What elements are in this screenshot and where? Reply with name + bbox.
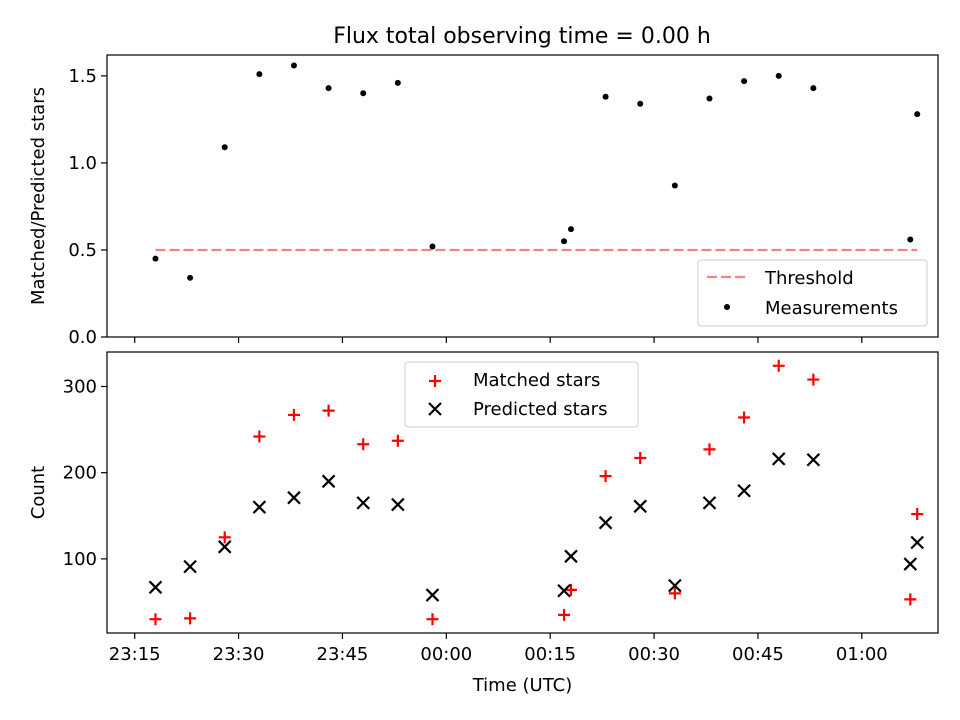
legend-matched-swatch	[429, 375, 441, 387]
legend-label: Predicted stars	[473, 399, 607, 420]
data-point	[356, 496, 371, 510]
data-point	[914, 111, 921, 118]
data-point	[183, 559, 197, 574]
data-point	[221, 144, 228, 151]
data-point	[703, 443, 716, 456]
data-point	[217, 540, 232, 554]
data-point	[598, 515, 613, 530]
data-point	[391, 497, 405, 512]
plot-frame	[106, 54, 939, 338]
y-axis-label: Matched/Predicted stars	[28, 87, 49, 305]
data-point	[184, 612, 197, 625]
y-tick-label: 300	[63, 376, 97, 397]
data-point	[775, 72, 782, 79]
legend-label: Matched stars	[473, 370, 600, 391]
data-point	[325, 85, 332, 92]
data-point	[633, 499, 648, 514]
y-axis-label: Count	[28, 466, 49, 519]
x-tick-label: 23:45	[317, 644, 369, 665]
data-point	[907, 236, 914, 243]
x-tick-label: 23:30	[213, 644, 265, 665]
series-matched-stars	[149, 359, 924, 626]
data-point	[771, 452, 786, 466]
data-point	[558, 608, 571, 621]
x-tick-label: 00:30	[628, 644, 680, 665]
legend: Threshold Measurements	[697, 259, 928, 327]
legend-box	[697, 259, 928, 327]
data-point	[564, 549, 578, 564]
data-point	[564, 583, 577, 596]
data-point	[561, 238, 568, 245]
data-point	[290, 62, 297, 69]
legend-box	[404, 361, 639, 428]
data-point	[256, 71, 263, 78]
legend-label: Measurements	[765, 298, 898, 319]
data-point	[772, 359, 785, 372]
data-point	[357, 438, 370, 451]
y-tick-label: 1.0	[68, 153, 97, 174]
data-point	[253, 430, 266, 443]
y-tick-label: 100	[63, 549, 97, 570]
data-point	[903, 557, 918, 571]
legend-predicted-swatch	[428, 402, 442, 416]
data-point	[741, 78, 748, 85]
data-point	[148, 580, 163, 595]
data-point	[910, 535, 925, 550]
x-tick-label: 00:15	[524, 644, 576, 665]
chart-title: Flux total observing time = 0.00 h	[333, 24, 711, 49]
data-point	[391, 434, 404, 447]
data-point	[287, 490, 301, 505]
data-point	[668, 578, 682, 593]
data-point	[394, 79, 401, 86]
data-point	[807, 373, 820, 386]
x-tick-label: 23:15	[109, 644, 161, 665]
data-point	[702, 496, 717, 510]
data-point	[671, 182, 678, 189]
data-point	[218, 531, 231, 544]
data-point	[602, 93, 609, 100]
data-point	[360, 90, 367, 97]
data-point	[706, 95, 713, 102]
top-subplot: 0.0 0.5 1.0 1.5 Matched/Predicted stars Thres…	[28, 54, 939, 348]
data-point	[904, 593, 917, 606]
data-point	[425, 588, 440, 602]
data-point	[806, 452, 821, 467]
x-axis-label: Time (UTC)	[472, 675, 573, 696]
data-point	[738, 411, 751, 424]
data-point	[429, 243, 436, 250]
bottom-subplot: 100 200 300 23:15 23:30 23:45 00:00 00:15 00:30 0…	[28, 351, 939, 696]
data-point	[322, 404, 335, 417]
data-point	[810, 85, 817, 92]
data-point	[187, 274, 194, 281]
y-tick-label: 1.5	[68, 66, 97, 87]
x-tick-label: 00:00	[420, 644, 472, 665]
data-point	[557, 583, 571, 598]
series-measurements	[152, 62, 921, 281]
data-point	[426, 613, 439, 626]
data-point	[737, 483, 751, 498]
data-point	[287, 408, 300, 421]
data-point	[634, 452, 647, 465]
y-tick-label: 0.5	[68, 240, 97, 261]
data-point	[567, 226, 574, 233]
data-point	[637, 100, 644, 107]
series-predicted-stars	[148, 452, 925, 602]
data-point	[321, 474, 336, 489]
x-tick-label: 00:45	[732, 644, 784, 665]
legend-label: Threshold	[764, 268, 854, 289]
y-tick-label: 0.0	[68, 327, 97, 348]
legend-measurements-swatch	[724, 304, 730, 310]
data-point	[149, 613, 162, 626]
x-tick-label: 01:00	[836, 644, 888, 665]
plot-frame	[106, 351, 939, 634]
legend: Matched stars Predicted stars	[404, 361, 639, 428]
data-point	[668, 587, 681, 600]
data-point	[599, 470, 612, 483]
data-point	[152, 255, 159, 262]
data-point	[252, 500, 267, 514]
y-tick-label: 200	[63, 463, 97, 484]
data-point	[911, 508, 924, 521]
